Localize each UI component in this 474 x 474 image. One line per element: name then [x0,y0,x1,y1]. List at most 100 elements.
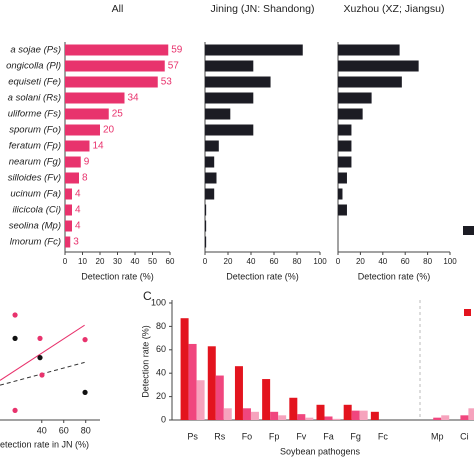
bar [205,124,254,136]
x-tick-label: 100 [313,257,327,266]
bar [351,410,360,420]
bar [289,397,298,420]
bar [65,220,72,232]
category-label: equiseti (Fe) [8,77,61,88]
x-tick-label: 0 [336,257,341,266]
x-axis-label: Detection rate (%) [226,271,299,281]
value-label: 25 [112,109,124,120]
x-tick-label: 60 [59,425,69,435]
x-tick-label: Fg [350,431,361,441]
x-tick-label: 0 [63,257,68,266]
y-tick-label: 0 [161,414,166,424]
bar [278,415,287,420]
bar [338,156,352,168]
y-tick-label: 60 [156,344,166,354]
value-label: 9 [84,157,90,168]
bar [65,172,79,184]
point [82,337,88,343]
y-tick-label: 20 [156,391,166,401]
point [37,355,43,361]
x-tick-label: 0 [203,257,208,266]
x-tick-label: Mp [431,431,444,441]
value-label: 57 [168,61,180,72]
category-label: nearum (Fg) [9,157,61,168]
bar [338,172,347,184]
category-label: lmorum (Fc) [10,237,61,248]
x-tick-label: Ci [460,431,469,441]
x-tick-label: 20 [356,257,365,266]
bar [359,410,368,420]
y-tick-label: 40 [156,368,166,378]
point [82,389,88,395]
bar [205,220,207,232]
x-tick-label: 50 [148,257,157,266]
y-tick-label: 80 [156,321,166,331]
bar [297,414,306,420]
category-label: feratum (Fp) [9,141,61,152]
panel-title: Jining (JN: Shandong) [211,3,315,15]
panel-title: All [112,3,124,15]
bar [338,76,402,88]
x-axis-label: Detection rate (%) [81,271,154,281]
value-label: 20 [103,125,115,136]
x-tick-label: 10 [78,257,87,266]
bar [188,343,197,420]
category-label: ilicicola (Ci) [12,205,61,216]
bar [205,204,207,216]
bar [65,108,109,120]
point [39,372,45,378]
x-tick-label: 80 [293,257,302,266]
bar [338,124,352,136]
bar [205,140,219,152]
category-label: seolina (Mp) [9,221,61,232]
x-tick-label: 40 [37,425,47,435]
category-label: a solani (Rs) [8,93,61,104]
bar [242,408,251,420]
x-tick-label: 40 [247,257,256,266]
x-tick-label: Rs [214,431,225,441]
x-tick-label: Fa [323,431,334,441]
bar [65,92,125,104]
x-tick-label: Fc [378,431,388,441]
x-tick-label: Fv [296,431,306,441]
bar [205,172,217,184]
bar [205,44,303,56]
bar [460,415,469,420]
bar [205,156,215,168]
bar [468,408,474,420]
fit-line [0,324,85,381]
bar [205,236,207,248]
bar [262,379,271,420]
bar [338,108,363,120]
x-tick-label: 60 [166,257,175,266]
bar [205,60,254,72]
value-label: 4 [75,189,81,200]
bar [332,418,341,420]
x-tick-label: 40 [131,257,140,266]
bar [205,76,271,88]
bar [223,408,232,420]
x-tick-label: 80 [81,425,91,435]
legend-swatch [464,309,471,316]
x-tick-label: 80 [423,257,432,266]
value-label: 4 [75,205,81,216]
bar [65,76,158,88]
category-label: ongicolla (Pl) [6,61,61,72]
x-tick-label: Ps [187,431,198,441]
x-axis-label: Soybean pathogens [280,446,361,456]
category-label: silloides (Fv) [8,173,61,184]
value-label: 59 [171,45,183,56]
x-axis-label: etection rate in JN (%) [0,439,89,449]
bar [196,380,205,420]
bar [205,108,231,120]
value-label: 34 [128,93,140,104]
bar [215,375,224,420]
bar [338,44,400,56]
bar [65,188,72,200]
panel-label: C [143,289,152,303]
x-tick-label: 20 [224,257,233,266]
bar [65,60,165,72]
point [12,407,18,413]
bar [205,188,215,200]
bar [234,366,243,420]
